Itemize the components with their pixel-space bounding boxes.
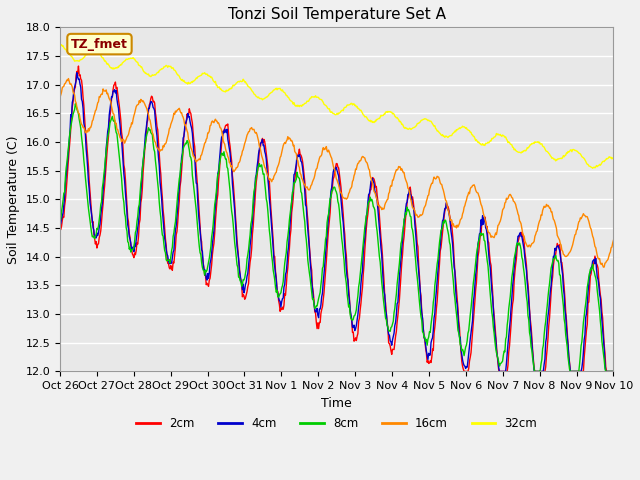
- Text: TZ_fmet: TZ_fmet: [71, 37, 128, 50]
- Title: Tonzi Soil Temperature Set A: Tonzi Soil Temperature Set A: [228, 7, 445, 22]
- X-axis label: Time: Time: [321, 396, 352, 410]
- Legend: 2cm, 4cm, 8cm, 16cm, 32cm: 2cm, 4cm, 8cm, 16cm, 32cm: [131, 412, 542, 434]
- Y-axis label: Soil Temperature (C): Soil Temperature (C): [7, 135, 20, 264]
